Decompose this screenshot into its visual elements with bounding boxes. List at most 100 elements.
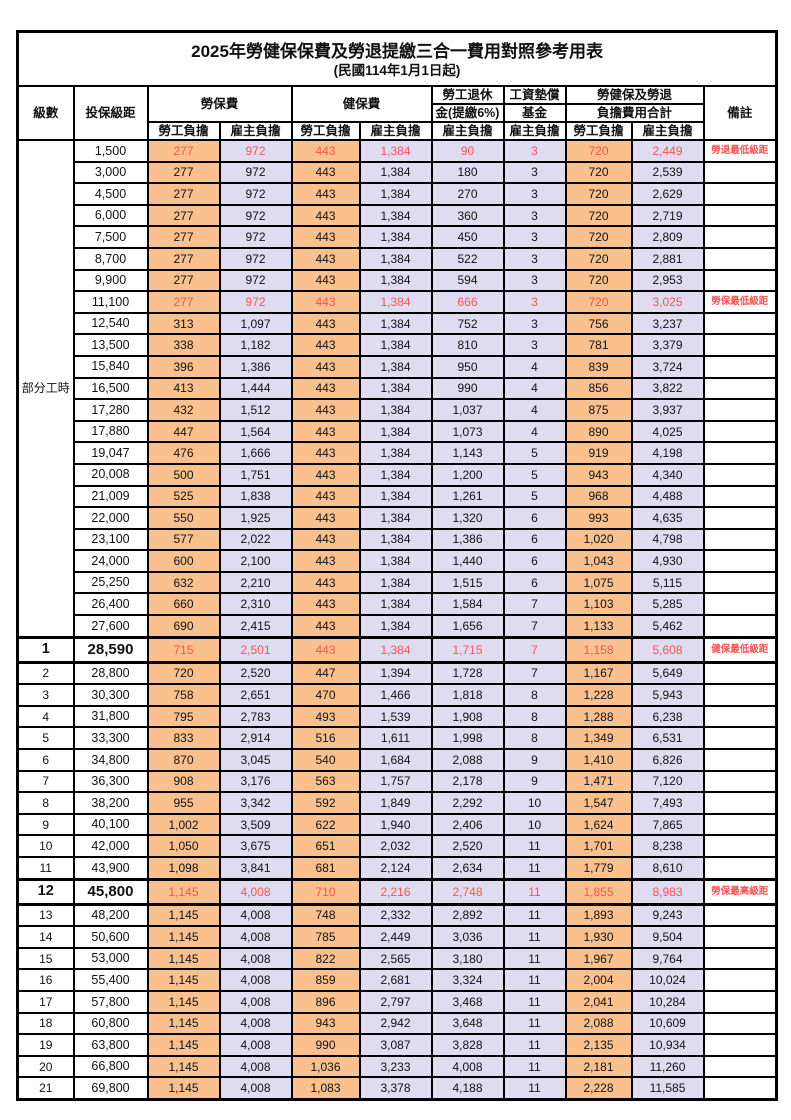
cell-pension-employer: 2,406 [430,812,505,837]
cell-health-employer: 2,449 [358,925,433,949]
cell-level: 15 [16,946,75,971]
cell-health-employee: 896 [290,989,361,1014]
cell-labor-employer: 972 [218,160,293,185]
cell-bracket: 23,100 [72,527,149,552]
cell-labor-employee: 476 [146,441,221,465]
cell-labor-employee: 1,145 [146,968,221,992]
cell-pension-employer: 4,188 [430,1076,505,1101]
cell-bracket: 30,300 [72,683,149,707]
cell-health-employer: 1,384 [358,160,433,185]
cell-labor-employee: 277 [146,203,221,228]
col-header-note: 備註 [702,85,778,141]
cell-labor-employee: 525 [146,484,221,509]
cell-total-employer: 10,609 [630,1011,705,1036]
cell-labor-employer: 4,008 [218,903,293,928]
cell-labor-employer: 4,008 [218,925,293,949]
cell-labor-employer: 1,182 [218,333,293,357]
cell-level: 11 [16,855,75,881]
cell-labor-employee: 1,145 [146,946,221,971]
cell-note [702,182,778,206]
cell-total-employee: 720 [564,160,633,185]
cell-wage-fund-employer: 7 [502,635,567,664]
col-header-wage-fund-line2: 基金 [502,103,567,123]
cell-health-employer: 1,384 [358,484,433,509]
table-row: 12 45,800 1,145 4,008 710 2,216 2,748 11 1,855 8,… [16,877,778,906]
cell-health-employee: 651 [290,834,361,858]
cell-note [702,1076,778,1101]
cell-total-employee: 993 [564,506,633,530]
cell-total-employee: 1,624 [564,812,633,837]
cell-total-employer: 2,449 [630,139,705,163]
cell-bracket: 63,800 [72,1033,149,1057]
cell-bracket: 28,800 [72,661,149,686]
cell-level: 3 [16,683,75,707]
cell-labor-employer: 4,008 [218,989,293,1014]
cell-labor-employee: 277 [146,290,221,314]
cell-total-employee: 1,167 [564,661,633,686]
cell-wage-fund-employer: 3 [502,311,567,336]
cell-total-employee: 1,547 [564,791,633,815]
cell-bracket: 16,500 [72,376,149,401]
cell-labor-employer: 4,008 [218,1076,293,1101]
cell-health-employee: 443 [290,462,361,487]
table-row: 6,000 277 972 443 1,384 360 3 720 2,719 [18,203,778,228]
table-row: 21 69,800 1,145 4,008 1,083 3,378 4,188 11 2,228… [16,1076,778,1101]
cell-total-employee: 856 [564,376,633,401]
cell-wage-fund-employer: 3 [502,182,567,206]
cell-health-employee: 443 [290,441,361,465]
cell-labor-employee: 1,145 [146,1011,221,1036]
cell-labor-employee: 277 [146,268,221,293]
cell-labor-employer: 1,925 [218,506,293,530]
cell-pension-employer: 990 [430,376,505,401]
cell-bracket: 55,400 [72,968,149,992]
cell-pension-employer: 2,634 [430,855,505,881]
table-row: 21,009 525 1,838 443 1,384 1,261 5 968 4,488 [18,484,778,509]
cell-total-employer: 2,719 [630,203,705,228]
cell-health-employer: 1,384 [358,441,433,465]
cell-health-employee: 443 [290,549,361,573]
cell-pension-employer: 3,036 [430,925,505,949]
cell-health-employer: 1,384 [358,398,433,422]
cell-level: 1 [16,635,75,664]
cell-total-employer: 8,238 [630,834,705,858]
cell-labor-employee: 632 [146,570,221,595]
cell-bracket: 4,500 [72,182,149,206]
subheader-pension-employer-share: 雇主負擔 [430,121,505,141]
cell-level: 17 [16,989,75,1014]
cell-pension-employer: 594 [430,268,505,293]
cell-bracket: 33,300 [72,726,149,751]
cell-note [702,441,778,465]
cell-total-employee: 1,349 [564,726,633,751]
cell-labor-employee: 720 [146,661,221,686]
cell-labor-employee: 413 [146,376,221,401]
cell-total-employer: 9,764 [630,946,705,971]
cell-total-employer: 4,025 [630,419,705,444]
cell-level: 10 [16,834,75,858]
table-row: 26,400 660 2,310 443 1,384 1,584 7 1,103 5,285 [18,592,778,617]
cell-health-employee: 785 [290,925,361,949]
cell-health-employer: 3,233 [358,1054,433,1079]
cell-bracket: 36,300 [72,769,149,794]
cell-note [702,1011,778,1036]
cell-pension-employer: 1,908 [430,704,505,729]
page-subtitle: (民國114年1月1日起) [333,63,461,79]
cell-pension-employer: 1,143 [430,441,505,465]
cell-health-employer: 1,384 [358,570,433,595]
cell-labor-employee: 577 [146,527,221,552]
cell-health-employee: 748 [290,903,361,928]
table-row: 9 40,100 1,002 3,509 622 1,940 2,406 10 1,624 7,8… [16,812,778,837]
cell-health-employer: 3,087 [358,1033,433,1057]
cell-wage-fund-employer: 7 [502,614,567,639]
cell-total-employee: 720 [564,203,633,228]
table-body: 部分工時 1,500 277 972 443 1,384 90 3 720 2,449 勞退最低級距… [16,138,778,1101]
cell-note [702,333,778,357]
table-row: 19 63,800 1,145 4,008 990 3,087 3,828 11 2,135 10… [16,1033,778,1057]
cell-health-employer: 1,384 [358,354,433,379]
cell-level: 19 [16,1033,75,1057]
cell-total-employee: 1,471 [564,769,633,794]
cell-labor-employer: 3,176 [218,769,293,794]
table-row: 7 36,300 908 3,176 563 1,757 2,178 9 1,471 7,120 [16,769,778,794]
cell-bracket: 20,008 [72,462,149,487]
cell-note [702,968,778,992]
cell-labor-employer: 1,564 [218,419,293,444]
